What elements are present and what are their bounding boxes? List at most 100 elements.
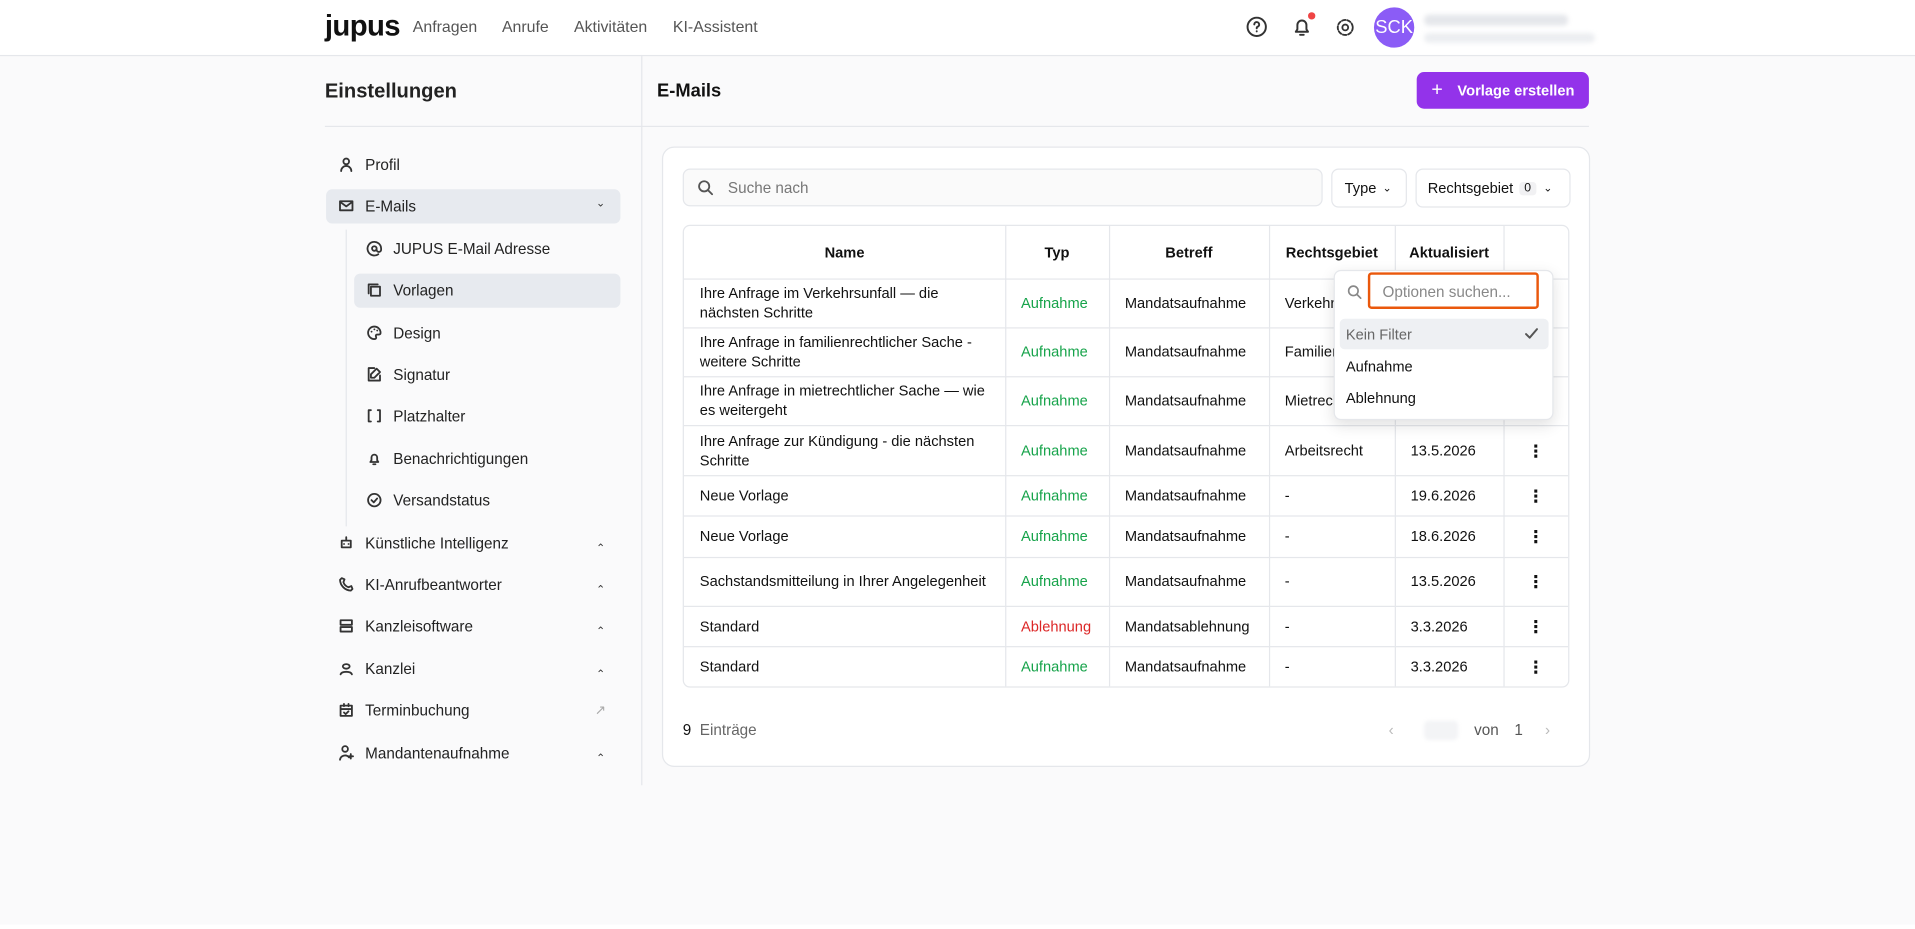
chevron-up: ⌄	[595, 750, 606, 763]
chevron-down: ⌄	[595, 197, 606, 210]
row-divider	[683, 475, 1569, 477]
help-icon[interactable]	[1246, 16, 1268, 38]
table-cell-betreff: Mandatsaufnahme	[1124, 441, 1247, 459]
page-total: 1	[1514, 721, 1523, 739]
menu-item[interactable]: KI-Anrufbeantworter	[365, 576, 502, 594]
option[interactable]: Kein Filter	[1345, 326, 1412, 344]
row-divider	[683, 278, 1569, 280]
prev-page[interactable]: ‹	[1388, 721, 1394, 739]
table-cell-aktualisiert: 3.3.2026	[1410, 658, 1468, 676]
options-search[interactable]: Optionen suchen...	[1367, 272, 1539, 309]
column-header: Typ	[1044, 243, 1070, 261]
rechtsgebiet-filter[interactable]: Rechtsgebiet 0 ⌄	[1415, 168, 1571, 208]
nav-link[interactable]: Aktivitäten	[574, 17, 648, 36]
menu-icon	[339, 619, 353, 633]
row-divider	[683, 646, 1569, 648]
submenu-item[interactable]: Platzhalter	[393, 408, 466, 426]
menu-item[interactable]: Profil	[365, 156, 400, 174]
table-cell-typ: Aufnahme	[1021, 343, 1088, 361]
avatar[interactable]: SCK	[1373, 7, 1415, 48]
menu-icon	[367, 409, 381, 423]
table-cell-betreff: Mandatsaufnahme	[1124, 343, 1247, 361]
menu-item[interactable]: Terminbuchung	[365, 702, 470, 720]
menu-icon	[367, 367, 381, 382]
row-actions[interactable]: ⋮	[1527, 571, 1545, 592]
table-cell-typ: Aufnahme	[1021, 392, 1088, 410]
table-cell-aktualisiert: 3.3.2026	[1410, 617, 1468, 635]
table-cell-aktualisiert: 18.6.2026	[1410, 527, 1476, 545]
filter-dropdown: Optionen suchen... Kein Filter Aufnahme …	[1333, 269, 1554, 421]
menu-item[interactable]: Künstliche Intelligenz	[365, 534, 509, 552]
user-email-blurred	[1424, 32, 1596, 43]
nav-link[interactable]: Anrufe	[501, 17, 549, 36]
nav-link[interactable]: KI-Assistent	[672, 17, 758, 36]
logo[interactable]: jupus	[324, 9, 401, 43]
next-page[interactable]: ›	[1544, 721, 1551, 739]
chevron-up: ⌄	[595, 540, 606, 553]
search-input[interactable]: Suche nach	[682, 168, 1323, 207]
table-cell-betreff: Mandatsaufnahme	[1124, 392, 1247, 410]
column-header: Aktualisiert	[1409, 243, 1489, 261]
table-cell-name: Sachstandsmitteilung in Ihrer Angelegenh…	[699, 572, 986, 590]
row-actions[interactable]: ⋮	[1527, 526, 1545, 546]
table-cell-aktualisiert: 19.6.2026	[1410, 486, 1476, 504]
table-cell-rechtsgebiet: -	[1284, 486, 1290, 504]
menu-item[interactable]: Kanzleisoftware	[365, 618, 473, 636]
table-cell-name: Standard	[699, 617, 760, 635]
table-cell-aktualisiert: 13.5.2026	[1410, 572, 1476, 590]
table-cell-typ: Aufnahme	[1021, 658, 1088, 676]
row-actions[interactable]: ⋮	[1527, 485, 1545, 506]
table-cell-typ: Aufnahme	[1021, 294, 1088, 312]
menu-item[interactable]: Kanzlei	[365, 660, 416, 678]
table-cell-rechtsgebiet: -	[1284, 658, 1290, 676]
table-cell-typ: Aufnahme	[1021, 486, 1088, 504]
chevron-up: ⌄	[595, 666, 606, 679]
create-template-button[interactable]: + Vorlage erstellen	[1416, 72, 1589, 109]
menu-item[interactable]: E-Mails	[365, 198, 417, 216]
plus-icon: +	[1431, 79, 1443, 101]
row-divider	[683, 327, 1569, 329]
column-header: Betreff	[1165, 243, 1213, 261]
table-cell-rechtsgebiet: -	[1284, 527, 1290, 545]
menu-icon	[367, 283, 381, 297]
menu-item[interactable]: Mandantenaufnahme	[365, 744, 510, 762]
submenu-item[interactable]: JUPUS E-Mail Adresse	[393, 240, 551, 258]
filter-count: 0	[1519, 181, 1536, 195]
table-cell-name: Neue Vorlage	[699, 527, 789, 545]
table-cell-typ: Aufnahme	[1021, 527, 1088, 545]
row-actions[interactable]: ⋮	[1527, 657, 1545, 677]
type-filter[interactable]: Type ⌄	[1331, 168, 1407, 208]
option[interactable]: Aufnahme	[1345, 357, 1413, 375]
page-input-blurred[interactable]	[1424, 720, 1459, 741]
table-cell-typ: Aufnahme	[1021, 441, 1088, 459]
option-highlight	[1339, 318, 1549, 350]
column-header: Rechtsgebiet	[1285, 243, 1378, 261]
submenu-item[interactable]: Versandstatus	[393, 492, 491, 510]
submenu-item[interactable]: Vorlagen	[393, 282, 454, 300]
table-cell-betreff: Mandatsaufnahme	[1124, 572, 1247, 590]
option[interactable]: Ablehnung	[1345, 389, 1416, 407]
menu-item-active-bg	[326, 189, 621, 224]
user-name-blurred	[1424, 14, 1569, 26]
column-divider	[1394, 225, 1396, 687]
submenu-item[interactable]: Benachrichtigungen	[393, 450, 529, 468]
divider	[324, 125, 1589, 128]
table-cell-betreff: Mandatsaufnahme	[1124, 294, 1247, 312]
column-divider	[1268, 225, 1271, 687]
sidebar-divider	[641, 54, 643, 786]
table-cell-rechtsgebiet: -	[1284, 617, 1290, 635]
notifications-icon[interactable]	[1291, 16, 1313, 38]
table-cell-name: Ihre Anfrage in familienrechtlicher Sach…	[699, 333, 972, 371]
page-title: E-Mails	[657, 80, 722, 102]
submenu-item[interactable]: Design	[393, 324, 441, 342]
row-actions[interactable]: ⋮	[1527, 440, 1545, 460]
chevron-up: ⌄	[595, 624, 606, 637]
notification-dot	[1308, 12, 1316, 20]
submenu-item[interactable]: Signatur	[393, 366, 451, 384]
row-actions[interactable]: ⋮	[1527, 616, 1545, 636]
chevron: ⌄	[1543, 181, 1553, 194]
settings-icon[interactable]	[1335, 17, 1356, 38]
nav-link[interactable]: Anfragen	[412, 17, 478, 36]
column-divider	[1005, 225, 1007, 687]
